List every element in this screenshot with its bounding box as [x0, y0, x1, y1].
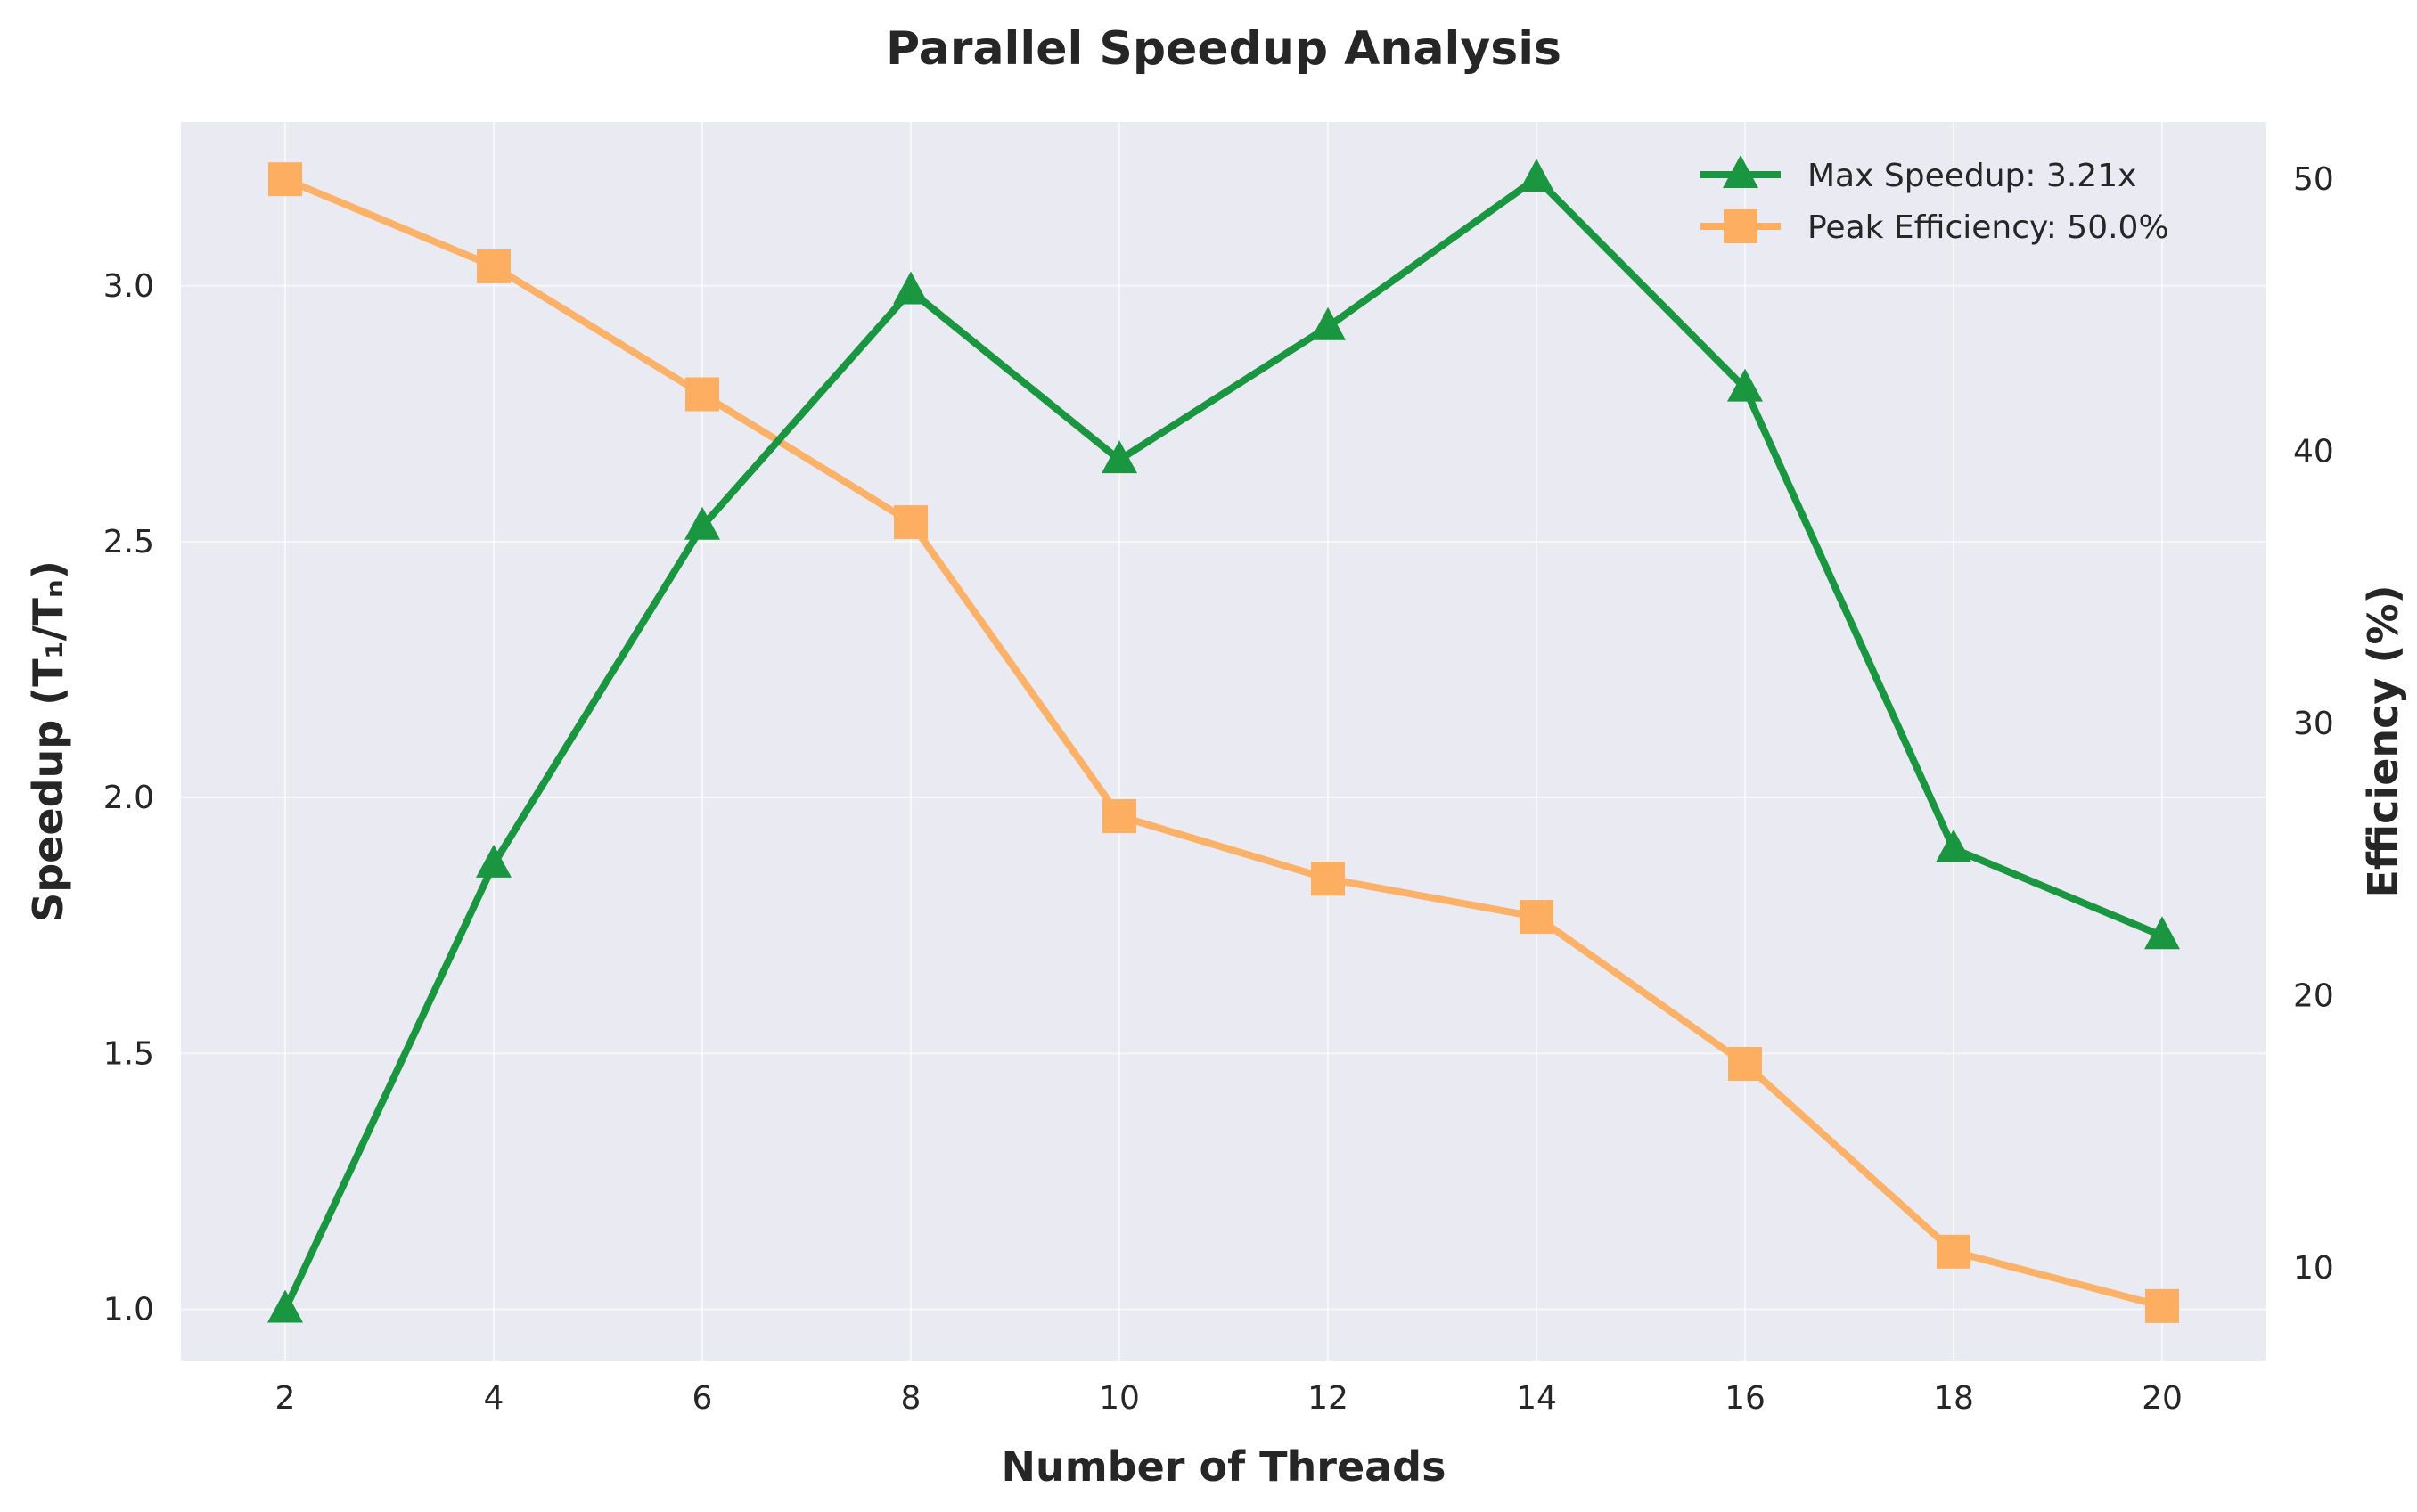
y-tick-label: 3.0 [103, 268, 154, 305]
legend-square-marker [1724, 209, 1757, 243]
y-tick-label: 1.0 [103, 1292, 154, 1328]
plot-area [181, 122, 2266, 1361]
y2-tick-label: 10 [2293, 1250, 2334, 1287]
efficiency-point [1728, 1047, 1762, 1082]
legend-label: Max Speedup: 3.21x [1807, 158, 2136, 194]
efficiency-point [1520, 900, 1553, 935]
x-axis-label: Number of Threads [1002, 1443, 1446, 1491]
efficiency-point [268, 162, 302, 197]
y-axis-label: Speedup (T₁/Tₙ) [24, 560, 72, 922]
speedup-point [2144, 916, 2180, 950]
legend-label: Peak Efficiency: 50.0% [1807, 209, 2169, 246]
y-tick-label: 1.5 [103, 1035, 154, 1072]
y-tick-label: 2.0 [103, 780, 154, 816]
efficiency-point [1937, 1234, 1970, 1269]
x-tick-label: 12 [1307, 1380, 1348, 1417]
efficiency-point [685, 377, 719, 412]
y-tick-label: 2.5 [103, 524, 154, 560]
efficiency-point [894, 505, 928, 540]
speedup-point [1519, 159, 1554, 192]
x-tick-label: 16 [1725, 1380, 1766, 1417]
y2-tick-labels: 10 20 30 40 50 [2293, 161, 2334, 1287]
y2-axis-label: Efficiency (%) [2359, 584, 2407, 897]
efficiency-point [1311, 862, 1345, 896]
speedup-point [1936, 829, 1971, 862]
legend: Max Speedup: 3.21x Peak Efficiency: 50.0% [1700, 155, 2169, 246]
x-tick-label: 14 [1516, 1380, 1557, 1417]
legend-triangle-marker [1723, 155, 1758, 188]
speedup-point [267, 1289, 303, 1323]
efficiency-point [1102, 799, 1136, 834]
x-tick-labels: 2 4 6 8 10 12 14 16 18 20 [275, 1380, 2183, 1417]
grid-lines [181, 122, 2266, 1361]
x-tick-label: 4 [484, 1380, 504, 1417]
speedup-point [1727, 368, 1763, 402]
efficiency-line [282, 176, 2166, 1310]
speedup-point [1102, 440, 1137, 474]
x-tick-label: 6 [692, 1380, 713, 1417]
x-tick-label: 20 [2142, 1380, 2183, 1417]
x-tick-label: 2 [275, 1380, 296, 1417]
y2-tick-label: 50 [2293, 161, 2334, 198]
efficiency-point [2145, 1288, 2179, 1323]
x-tick-label: 8 [901, 1380, 922, 1417]
speedup-point [893, 271, 929, 305]
chart-title: Parallel Speedup Analysis [886, 22, 1561, 76]
x-tick-label: 18 [1933, 1380, 1974, 1417]
series-markers [267, 159, 2180, 1323]
y2-tick-label: 20 [2293, 978, 2334, 1015]
speedup-line [282, 175, 2166, 1313]
y-tick-labels: 1.0 1.5 2.0 2.5 3.0 [103, 268, 154, 1328]
speedup-point [1310, 306, 1346, 340]
y2-tick-label: 30 [2293, 706, 2334, 742]
series-lines [282, 175, 2166, 1313]
speedup-point [476, 844, 512, 878]
x-tick-label: 10 [1099, 1380, 1140, 1417]
efficiency-point [477, 249, 511, 283]
speedup-point [684, 506, 720, 540]
y2-tick-label: 40 [2293, 434, 2334, 470]
